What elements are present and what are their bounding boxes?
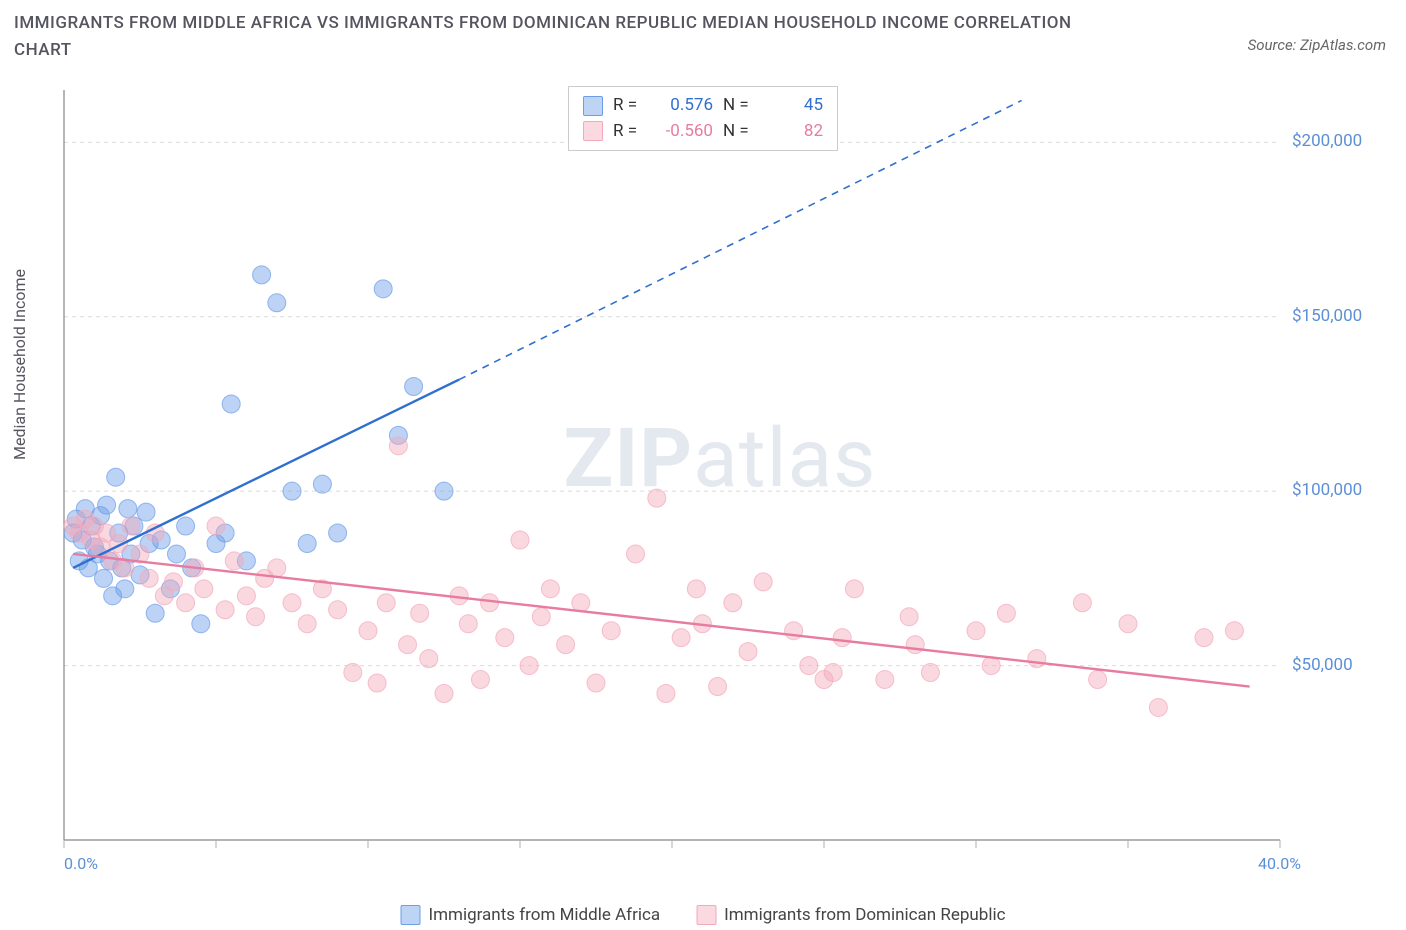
- y-tick-label: $150,000: [1292, 306, 1362, 326]
- x-tick-label: 0.0%: [64, 854, 98, 873]
- r-value-2: -0.560: [653, 119, 713, 145]
- source-attribution: Source: ZipAtlas.com: [1248, 36, 1386, 54]
- n-label-1: N =: [723, 93, 753, 119]
- legend-row-series-1: R = 0.576 N = 45: [583, 93, 823, 119]
- y-tick-label: $50,000: [1292, 655, 1353, 675]
- legend-swatch-bottom-2: [696, 905, 716, 925]
- chart-area: ZIPatlas: [50, 80, 1390, 870]
- chart-title: IMMIGRANTS FROM MIDDLE AFRICA VS IMMIGRA…: [14, 10, 1114, 64]
- legend-item-1: Immigrants from Middle Africa: [401, 905, 661, 925]
- n-value-2: 82: [763, 119, 823, 145]
- n-label-2: N =: [723, 119, 753, 145]
- n-value-1: 45: [763, 93, 823, 119]
- legend-item-2: Immigrants from Dominican Republic: [696, 905, 1005, 925]
- x-tick-label: 40.0%: [1258, 854, 1301, 873]
- legend-swatch-1: [583, 96, 603, 116]
- y-tick-label: $200,000: [1292, 131, 1362, 151]
- y-axis-label: Median Household Income: [10, 269, 29, 460]
- r-label-2: R =: [613, 119, 643, 145]
- legend-swatch-bottom-1: [401, 905, 421, 925]
- series-name-2: Immigrants from Dominican Republic: [724, 905, 1005, 925]
- y-tick-label: $100,000: [1292, 480, 1362, 500]
- r-label-1: R =: [613, 93, 643, 119]
- legend-swatch-2: [583, 121, 603, 141]
- correlation-legend: R = 0.576 N = 45 R = -0.560 N = 82: [568, 86, 838, 151]
- legend-row-series-2: R = -0.560 N = 82: [583, 119, 823, 145]
- r-value-1: 0.576: [653, 93, 713, 119]
- series-name-1: Immigrants from Middle Africa: [429, 905, 661, 925]
- series-legend: Immigrants from Middle Africa Immigrants…: [401, 905, 1006, 925]
- chart-svg: [50, 80, 1390, 870]
